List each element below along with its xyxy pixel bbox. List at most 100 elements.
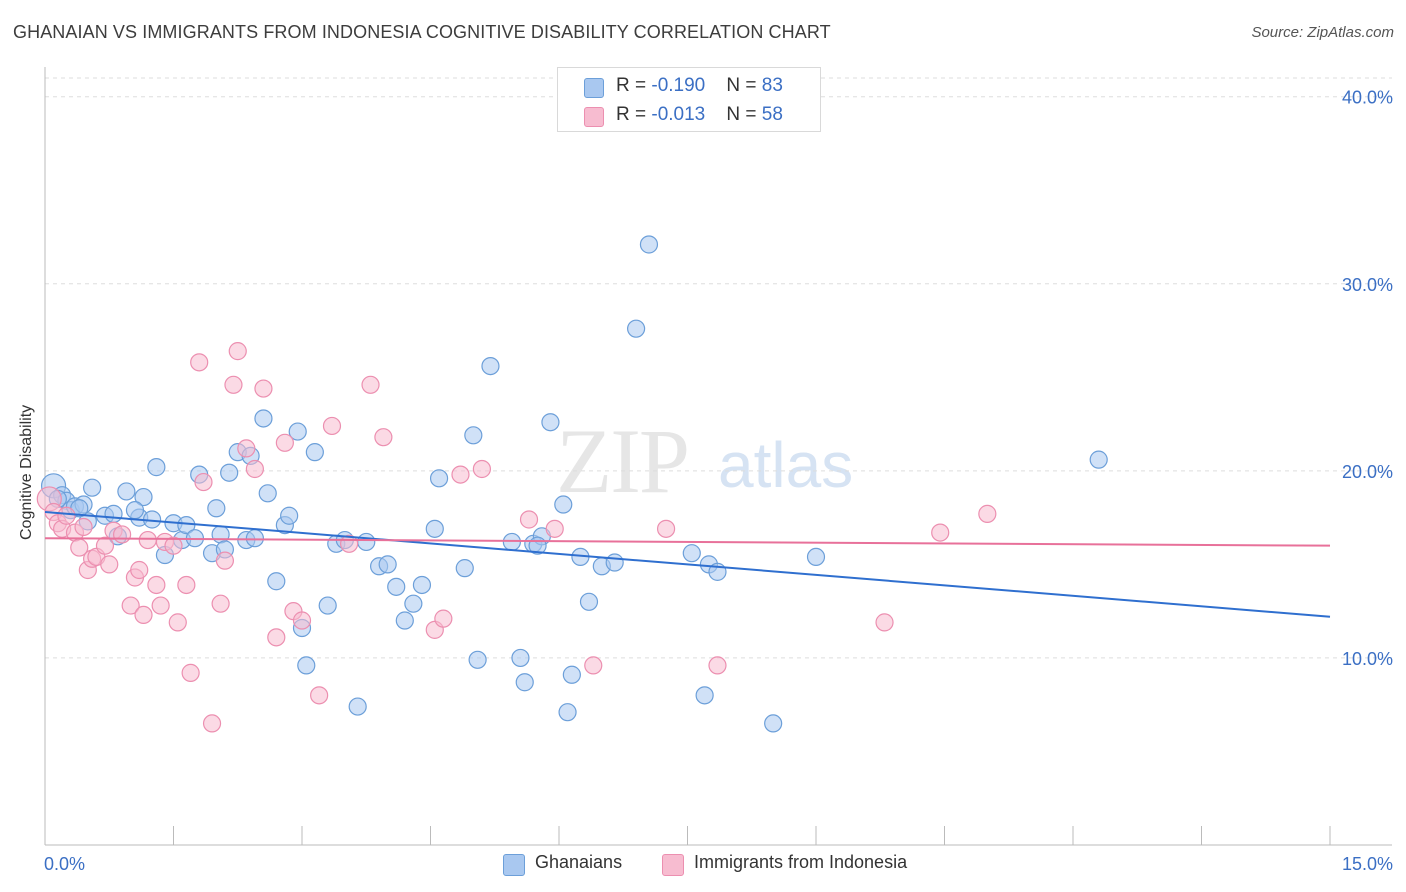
indonesia-point [202, 714, 222, 733]
ghanaian-point [605, 553, 624, 572]
legend-r-label: R = [616, 104, 652, 125]
ghanaian-point [288, 422, 307, 441]
ghanaian-point [280, 506, 299, 525]
ghanaian-point [147, 458, 166, 477]
indonesia-point [254, 379, 273, 398]
legend-n-value: 58 [761, 104, 783, 125]
indonesia-point [121, 596, 140, 615]
indonesia-point [656, 519, 676, 538]
ghanaian-point [425, 519, 444, 538]
indonesia-point [134, 605, 153, 625]
ghanaian-point [541, 413, 560, 432]
indonesia-point [151, 596, 170, 615]
ghanaian-point [104, 504, 123, 523]
indonesia-point [267, 628, 286, 647]
ghanaian-point [1089, 450, 1108, 469]
y-axis-label: Cognitive Disability [18, 404, 35, 540]
ghanaian-point [468, 650, 487, 669]
chart-title: GHANAIAN VS IMMIGRANTS FROM INDONESIA CO… [13, 22, 831, 42]
ghanaian-point [258, 484, 277, 503]
ghanaian-trendline [44, 511, 1331, 618]
indonesia-point [434, 609, 453, 628]
y-tick-label: 20.0% [1342, 462, 1393, 482]
indonesia-point [310, 686, 329, 705]
indonesia-point [237, 439, 256, 458]
ghanaian-point [134, 487, 153, 507]
ghanaian-point [554, 495, 573, 514]
ghanaian-point [254, 409, 273, 428]
bottom-legend-swatch-pink [662, 854, 684, 876]
legend-n-value: 83 [761, 75, 783, 96]
watermark-zip: ZIP [556, 410, 690, 512]
indonesia-point [228, 342, 247, 361]
ghanaian-point [83, 478, 102, 497]
ghanaian-point [318, 596, 337, 615]
ghanaian-point [297, 656, 316, 675]
indonesia-point [931, 523, 950, 542]
ghanaian-point [626, 319, 646, 338]
indonesia-point [112, 525, 132, 544]
indonesia-point [194, 472, 213, 492]
bottom-legend-label: Ghanaians [535, 852, 623, 872]
bottom-legend-swatch-blue [503, 854, 525, 876]
ghanaian-point [481, 356, 500, 376]
ghanaian-point [117, 482, 136, 501]
ghanaian-point [511, 648, 530, 668]
indonesia-point [130, 560, 149, 580]
ghanaian-point [429, 469, 449, 488]
indonesia-point [177, 575, 196, 595]
ghanaian-point [348, 697, 367, 716]
ghanaian-point [455, 559, 474, 578]
ghanaian-point [378, 555, 397, 574]
legend-row-ghanaians: R = -0.190 N = 83 [558, 71, 820, 101]
indonesia-point [211, 594, 230, 613]
indonesia-point [74, 517, 93, 537]
ghanaian-point [579, 592, 599, 611]
ghanaian-point [395, 611, 414, 630]
stats-legend: R = -0.190 N = 83 R = -0.013 N = 58 [557, 67, 821, 132]
ghanaian-point [764, 714, 783, 733]
legend-n-label: N = [726, 75, 762, 96]
bottom-legend-label: Immigrants from Indonesia [694, 852, 908, 872]
ghanaian-point [412, 575, 432, 595]
indonesia-point [168, 613, 187, 632]
indonesia-point [708, 656, 727, 675]
ghanaian-point [404, 594, 423, 613]
indonesia-point [322, 416, 342, 436]
ghanaian-point [305, 443, 324, 462]
indonesia-point [57, 506, 76, 525]
legend-r-label: R = [616, 75, 652, 96]
indonesia-point [215, 551, 234, 570]
indonesia-point [584, 656, 603, 675]
indonesia-point [275, 433, 294, 452]
ghanaian-point [207, 499, 226, 518]
y-tick-label: 30.0% [1342, 275, 1393, 295]
indonesia-point [361, 375, 380, 394]
indonesia-point [374, 428, 393, 447]
legend-row-indonesia: R = -0.013 N = 58 [558, 100, 820, 130]
ghanaian-point [558, 703, 577, 722]
legend-swatch-pink [584, 107, 604, 127]
source-credit: Source: ZipAtlas.com [1251, 24, 1394, 41]
indonesia-point [95, 536, 115, 555]
ghanaian-point [220, 463, 239, 482]
ghanaian-point [464, 426, 483, 445]
indonesia-point [875, 613, 894, 632]
ghanaian-point [562, 665, 581, 684]
indonesia-point [292, 611, 312, 630]
indonesia-point [978, 504, 997, 523]
indonesia-point [181, 663, 200, 682]
ghanaian-point [245, 529, 264, 548]
ghanaian-point [267, 572, 286, 591]
ghanaian-point [639, 235, 659, 254]
indonesia-point [100, 555, 119, 574]
x-tick-label-min: 0.0% [44, 854, 85, 874]
ghanaian-point [211, 525, 230, 544]
y-tick-label: 40.0% [1342, 88, 1393, 108]
indonesia-point [245, 459, 264, 479]
ghanaian-point [806, 547, 826, 567]
indonesia-point [164, 536, 183, 555]
indonesia-point [545, 519, 564, 538]
indonesia-point [147, 575, 166, 595]
